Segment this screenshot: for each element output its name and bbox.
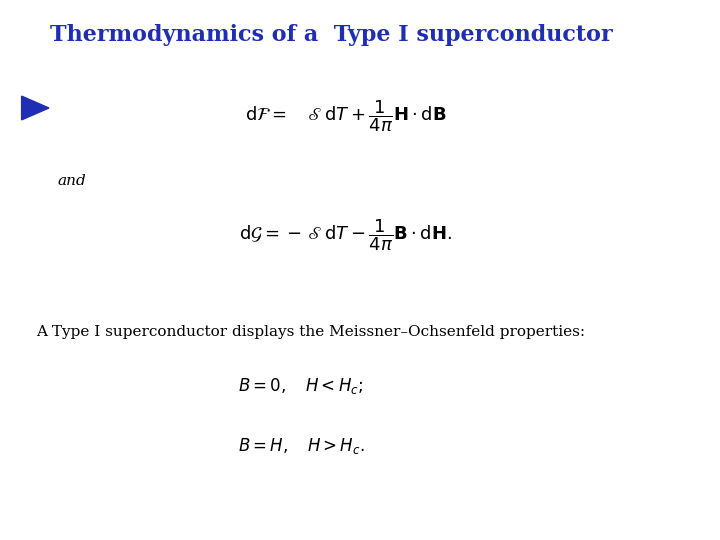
Polygon shape — [22, 96, 49, 120]
Text: $\mathrm{d}\mathcal{F} = \quad \mathscr{S}\,\mathrm{d}T + \dfrac{1}{4\pi}\mathbf: $\mathrm{d}\mathcal{F} = \quad \mathscr{… — [245, 98, 446, 134]
Text: $\mathrm{d}\mathcal{G} = -\,\mathscr{S}\,\mathrm{d}T - \dfrac{1}{4\pi}\mathbf{B}: $\mathrm{d}\mathcal{G} = -\,\mathscr{S}\… — [239, 217, 452, 253]
Text: Thermodynamics of a  Type I superconductor: Thermodynamics of a Type I superconducto… — [50, 24, 613, 46]
Text: and: and — [58, 174, 86, 188]
Text: $B = H, \quad H > H_{c}.$: $B = H, \quad H > H_{c}.$ — [238, 435, 364, 456]
Text: $B = 0, \quad H < H_{c};$: $B = 0, \quad H < H_{c};$ — [238, 376, 363, 396]
Text: A Type I superconductor displays the Meissner–Ochsenfeld properties:: A Type I superconductor displays the Mei… — [36, 325, 585, 339]
